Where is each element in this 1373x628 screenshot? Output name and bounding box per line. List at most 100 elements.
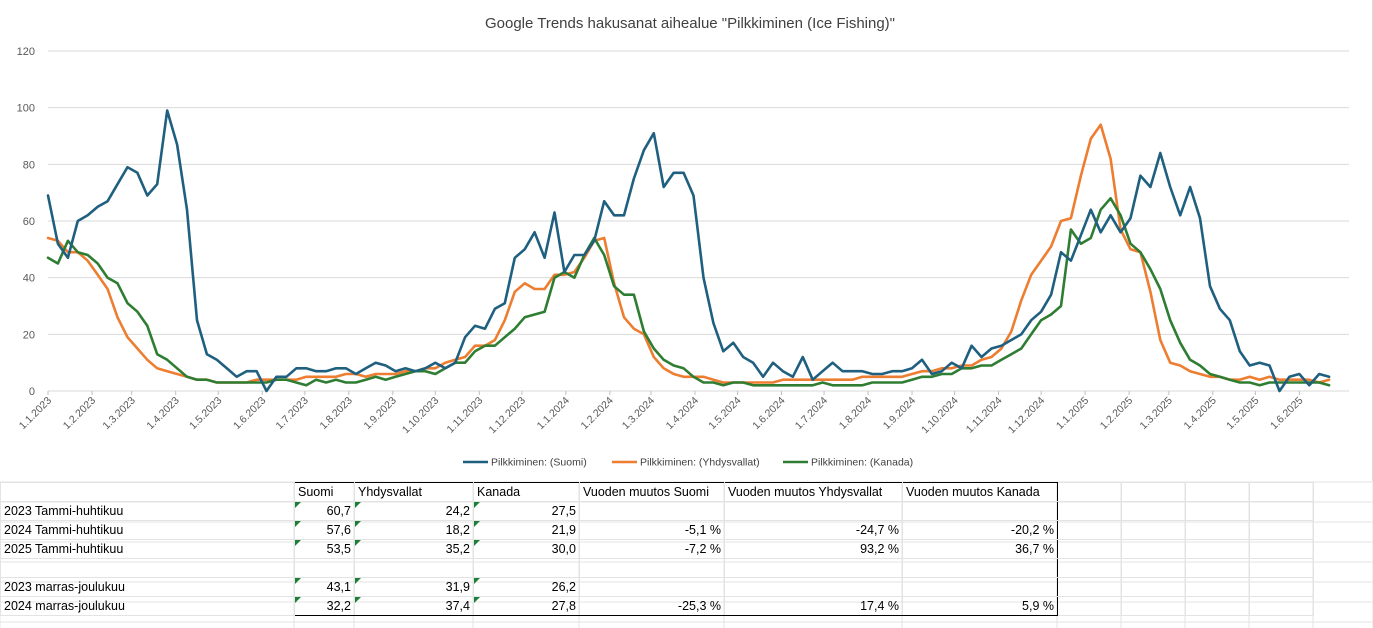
x-tick-label: 1.8.2024 xyxy=(837,395,874,432)
table-cell[interactable]: 60,7 xyxy=(294,501,355,521)
x-axis-ticks: 1.1.2023 1.2.2023 1.3.2023 1.4.2023 1.5.2023… xyxy=(17,391,1306,436)
table-cell[interactable] xyxy=(1185,558,1250,578)
header-cell[interactable]: Vuoden muutos Yhdysvallat xyxy=(724,482,903,502)
table-cell[interactable] xyxy=(1057,520,1122,540)
table-cell[interactable]: 24,2 xyxy=(354,501,474,521)
table-cell[interactable] xyxy=(1057,596,1122,616)
x-tick-label: 1.11.2024 xyxy=(964,395,1005,436)
table-cell[interactable] xyxy=(1057,577,1122,597)
table-cell[interactable] xyxy=(902,558,1058,578)
table-cell[interactable] xyxy=(1185,520,1250,540)
table-cell[interactable]: -20,2 % xyxy=(902,520,1058,540)
table-cell[interactable] xyxy=(473,558,580,578)
x-tick-label: 1.3.2025 xyxy=(1138,395,1175,432)
table-cell[interactable] xyxy=(1185,501,1250,521)
table-cell[interactable] xyxy=(1057,558,1122,578)
table-cell[interactable] xyxy=(579,501,725,521)
header-cell[interactable]: Suomi xyxy=(294,482,355,502)
table-cell[interactable] xyxy=(1057,501,1122,521)
table-cell[interactable] xyxy=(902,577,1058,597)
header-cell[interactable] xyxy=(1121,482,1186,502)
header-cell[interactable]: Vuoden muutos Kanada xyxy=(902,482,1058,502)
x-tick-label: 1.5.2024 xyxy=(706,395,743,432)
x-tick-label: 1.3.2023 xyxy=(100,395,137,432)
table-cell[interactable] xyxy=(724,558,903,578)
x-tick-label: 1.7.2024 xyxy=(793,395,830,432)
table-cell[interactable]: 53,5 xyxy=(294,539,355,559)
x-tick-label: 1.10.2023 xyxy=(400,395,442,437)
table-cell[interactable]: 2024 Tammi-huhtikuu xyxy=(0,520,295,540)
table-cell[interactable]: 18,2 xyxy=(354,520,474,540)
header-cell[interactable] xyxy=(0,482,295,502)
header-cell[interactable] xyxy=(1249,482,1314,502)
table-cell[interactable]: 5,9 % xyxy=(902,596,1058,616)
table-cell[interactable]: 27,8 xyxy=(473,596,580,616)
table-cell[interactable] xyxy=(1057,539,1122,559)
table-cell[interactable] xyxy=(1121,520,1186,540)
table-cell[interactable] xyxy=(0,558,295,578)
y-tick-label: 80 xyxy=(23,159,35,171)
series-line-2 xyxy=(46,197,1331,387)
table-cell[interactable] xyxy=(354,558,474,578)
table-cell[interactable] xyxy=(1249,539,1314,559)
table-cell[interactable] xyxy=(579,577,725,597)
y-axis-ticks: 0 20 40 60 80 100 120 xyxy=(17,46,35,398)
x-tick-label: 1.5.2023 xyxy=(187,395,224,432)
chart-area[interactable]: Google Trends hakusanat aihealue "Pilkki… xyxy=(0,0,1373,481)
table-cell[interactable] xyxy=(902,501,1058,521)
table-cell[interactable] xyxy=(579,558,725,578)
x-tick-label: 1.2.2024 xyxy=(579,395,616,432)
header-cell[interactable]: Yhdysvallat xyxy=(354,482,474,502)
table-cell[interactable]: 17,4 % xyxy=(724,596,903,616)
table-cell[interactable] xyxy=(1249,520,1314,540)
table-cell[interactable]: 2025 Tammi-huhtikuu xyxy=(0,539,295,559)
table-cell[interactable]: 21,9 xyxy=(473,520,580,540)
table-cell[interactable] xyxy=(1185,539,1250,559)
table-cell[interactable]: 2023 marras-joulukuu xyxy=(0,577,295,597)
x-tick-label: 1.4.2024 xyxy=(664,395,701,432)
y-tick-label: 20 xyxy=(23,329,35,341)
table-cell[interactable] xyxy=(1121,501,1186,521)
table-cell[interactable]: 36,7 % xyxy=(902,539,1058,559)
x-tick-label: 1.10.2024 xyxy=(919,395,961,437)
table-header-row: Suomi Yhdysvallat Kanada Vuoden muutos Suom… xyxy=(0,482,1314,502)
table-cell[interactable]: 37,4 xyxy=(354,596,474,616)
table-cell[interactable] xyxy=(1121,539,1186,559)
table-cell[interactable]: 32,2 xyxy=(294,596,355,616)
table-row: 2025 Tammi-huhtikuu 53,5 35,2 30,0 -7,2 % 93,… xyxy=(0,539,1314,559)
table-cell[interactable]: 26,2 xyxy=(473,577,580,597)
table-cell[interactable] xyxy=(1249,596,1314,616)
table-cell[interactable]: 31,9 xyxy=(354,577,474,597)
table-cell[interactable] xyxy=(1121,577,1186,597)
header-cell[interactable] xyxy=(1057,482,1122,502)
x-tick-label: 1.9.2024 xyxy=(881,395,918,432)
header-cell[interactable]: Kanada xyxy=(473,482,580,502)
table-cell[interactable] xyxy=(724,501,903,521)
table-cell[interactable]: -25,3 % xyxy=(579,596,725,616)
table-cell[interactable] xyxy=(294,558,355,578)
table-cell[interactable]: 43,1 xyxy=(294,577,355,597)
table-cell[interactable]: 2023 Tammi-huhtikuu xyxy=(0,501,295,521)
table-cell[interactable] xyxy=(1185,596,1250,616)
table-cell[interactable]: -5,1 % xyxy=(579,520,725,540)
table-cell[interactable] xyxy=(1185,577,1250,597)
table-cell[interactable] xyxy=(1249,558,1314,578)
table-cell[interactable]: 93,2 % xyxy=(724,539,903,559)
table-cell[interactable]: 30,0 xyxy=(473,539,580,559)
table-cell[interactable]: -24,7 % xyxy=(724,520,903,540)
table-cell[interactable]: 2024 marras-joulukuu xyxy=(0,596,295,616)
table-cell[interactable] xyxy=(724,577,903,597)
x-tick-label: 1.4.2025 xyxy=(1182,395,1219,432)
header-cell[interactable]: Vuoden muutos Suomi xyxy=(579,482,725,502)
table-cell[interactable]: 35,2 xyxy=(354,539,474,559)
header-cell[interactable] xyxy=(1185,482,1250,502)
table-cell[interactable] xyxy=(1121,596,1186,616)
table-cell[interactable] xyxy=(1121,558,1186,578)
table-cell[interactable]: 27,5 xyxy=(473,501,580,521)
table-cell[interactable]: -7,2 % xyxy=(579,539,725,559)
table-cell[interactable] xyxy=(1249,577,1314,597)
x-tick-label: 1.2.2023 xyxy=(61,395,98,432)
table-cell[interactable]: 57,6 xyxy=(294,520,355,540)
y-tick-label: 60 xyxy=(23,216,35,228)
table-cell[interactable] xyxy=(1249,501,1314,521)
